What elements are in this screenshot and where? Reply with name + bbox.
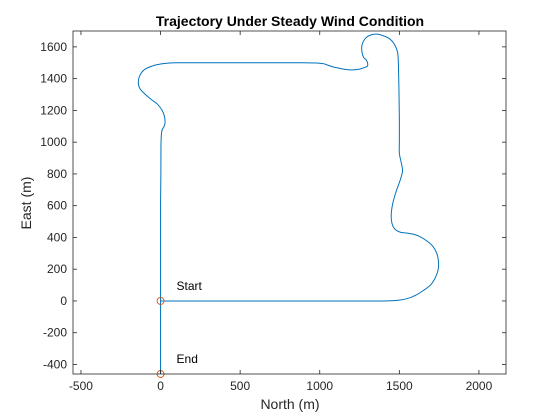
- x-tick-label: 1500: [386, 379, 413, 393]
- x-tick-label: 1000: [306, 379, 333, 393]
- y-tick-label: 600: [47, 199, 67, 213]
- y-tick-label: -200: [43, 326, 67, 340]
- y-tick-label: 1200: [40, 103, 67, 117]
- trajectory-line: [137, 33, 440, 302]
- x-tick-label: 500: [230, 379, 250, 393]
- end-annotation: End: [177, 352, 198, 366]
- y-tick-label: 0: [60, 294, 67, 308]
- y-tick-label: 800: [47, 167, 67, 181]
- y-tick-label: 1600: [40, 40, 67, 54]
- start-marker: [156, 297, 165, 305]
- y-tick-label: 200: [47, 262, 67, 276]
- chart-title: Trajectory Under Steady Wind Condition: [156, 13, 424, 29]
- start-annotation: Start: [177, 279, 203, 293]
- plot-area: Start End: [137, 33, 440, 378]
- axes-box: [72, 30, 507, 375]
- x-axis-label: North (m): [260, 396, 319, 412]
- y-tick-label: 1000: [40, 135, 67, 149]
- axis-ticks: -500 0 500 1000 1500 2000 -400 -200 0 200 400 600 80…: [40, 31, 506, 393]
- y-axis-label: East (m): [18, 177, 34, 230]
- x-tick-label: -500: [69, 379, 93, 393]
- y-tick-label: -400: [43, 357, 67, 371]
- y-tick-label: 1400: [40, 72, 67, 86]
- x-tick-label: 0: [157, 379, 164, 393]
- x-tick-label: 2000: [466, 379, 493, 393]
- y-tick-label: 400: [47, 230, 67, 244]
